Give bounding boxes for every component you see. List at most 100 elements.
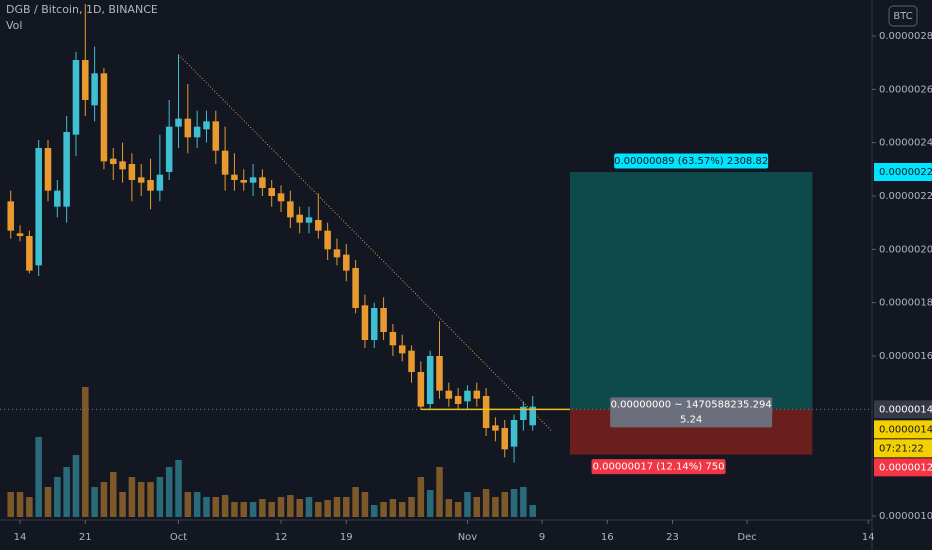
candle-body: [417, 372, 425, 407]
volume-bar: [128, 477, 136, 517]
candle-body: [26, 236, 33, 271]
volume-bar: [324, 500, 331, 517]
volume-bar: [259, 499, 266, 517]
candle-body: [445, 390, 453, 399]
volume-bar: [370, 505, 378, 517]
candle-body: [203, 121, 210, 130]
volume-label: Vol: [6, 19, 22, 32]
volume-bar: [408, 497, 415, 517]
volume-layer: [7, 387, 536, 517]
stop-price-label-box: [874, 458, 932, 477]
volume-bar: [54, 477, 61, 517]
volume-bar: [63, 467, 70, 517]
currency-button[interactable]: [888, 5, 918, 27]
candle-body: [510, 420, 518, 447]
candle-body: [492, 425, 499, 431]
volume-bar: [268, 502, 275, 517]
x-tick-label: Nov: [458, 532, 478, 543]
volume-bar: [426, 490, 434, 517]
volume-bar: [16, 492, 24, 517]
volume-bar: [287, 495, 294, 517]
candle-body: [109, 158, 117, 164]
volume-bar: [231, 502, 238, 517]
candle-body: [72, 60, 80, 135]
candle-body: [268, 188, 275, 196]
candle-body: [380, 308, 387, 332]
candle-body: [454, 396, 462, 404]
last-price-label-box: [874, 420, 932, 439]
volume-bar: [492, 497, 499, 517]
candle-body: [100, 73, 108, 162]
candle-body: [324, 230, 331, 250]
y-tick-label: 0.00000100: [879, 511, 932, 522]
candle-body: [501, 428, 509, 450]
x-tick-label: 14: [14, 532, 27, 543]
center-label: 0.00000000 ~ 1470588235.294: [611, 399, 772, 410]
candle-body: [343, 254, 350, 271]
candle-body: [184, 118, 192, 138]
volume-bar: [417, 477, 425, 517]
volume-bar: [343, 497, 350, 517]
volume-bar: [221, 495, 229, 517]
volume-bar: [203, 497, 210, 517]
volume-bar: [529, 505, 536, 517]
candle-body: [287, 201, 294, 218]
volume-bar: [352, 487, 359, 517]
candle-body: [54, 190, 61, 207]
x-tick-label: 19: [340, 532, 353, 543]
volume-bar: [380, 502, 387, 517]
candle-body: [156, 174, 164, 191]
volume-bar: [454, 502, 462, 517]
candle-body: [389, 332, 397, 346]
volume-bar: [501, 492, 509, 517]
candle-body: [464, 390, 471, 402]
candle-body: [212, 121, 220, 151]
candle-body: [119, 161, 126, 170]
stop-label-box: [591, 459, 726, 475]
candle-body: [231, 174, 238, 180]
candle-body: [193, 126, 201, 138]
volume-bar: [333, 497, 341, 517]
candle-body: [147, 180, 154, 191]
currency-label[interactable]: BTC: [893, 11, 912, 22]
candle-body: [7, 201, 14, 231]
volume-bar: [398, 502, 406, 517]
volume-bar: [249, 502, 257, 517]
volume-bar: [119, 492, 126, 517]
candle-body: [398, 345, 406, 354]
volume-bar: [91, 487, 98, 517]
candle-body: [175, 118, 182, 127]
volume-bar: [147, 482, 154, 517]
candle-body: [473, 390, 481, 399]
volume-bar: [510, 489, 518, 517]
candle-body: [315, 220, 322, 231]
volume-bar: [7, 492, 14, 517]
candle-body: [240, 180, 248, 183]
candle-body: [482, 396, 490, 428]
candle-body: [296, 214, 303, 223]
volume-bar: [44, 487, 52, 517]
countdown-label-box: [874, 439, 932, 458]
volume-bar: [100, 482, 108, 517]
countdown-label: 07:21:22: [879, 443, 924, 454]
target-label: 0.00000089 (63.57%) 2308.82: [614, 156, 768, 167]
target-zone: [569, 172, 813, 410]
volume-bar: [212, 497, 220, 517]
volume-bar: [72, 455, 80, 517]
volume-bar: [389, 499, 397, 517]
volume-bar: [445, 499, 453, 517]
volume-bar: [520, 487, 527, 517]
x-tick-label: 16: [601, 532, 614, 543]
volume-bar: [361, 492, 369, 517]
target-price-label-box: [874, 163, 932, 181]
target-price-label: 0.00000229: [879, 167, 932, 178]
